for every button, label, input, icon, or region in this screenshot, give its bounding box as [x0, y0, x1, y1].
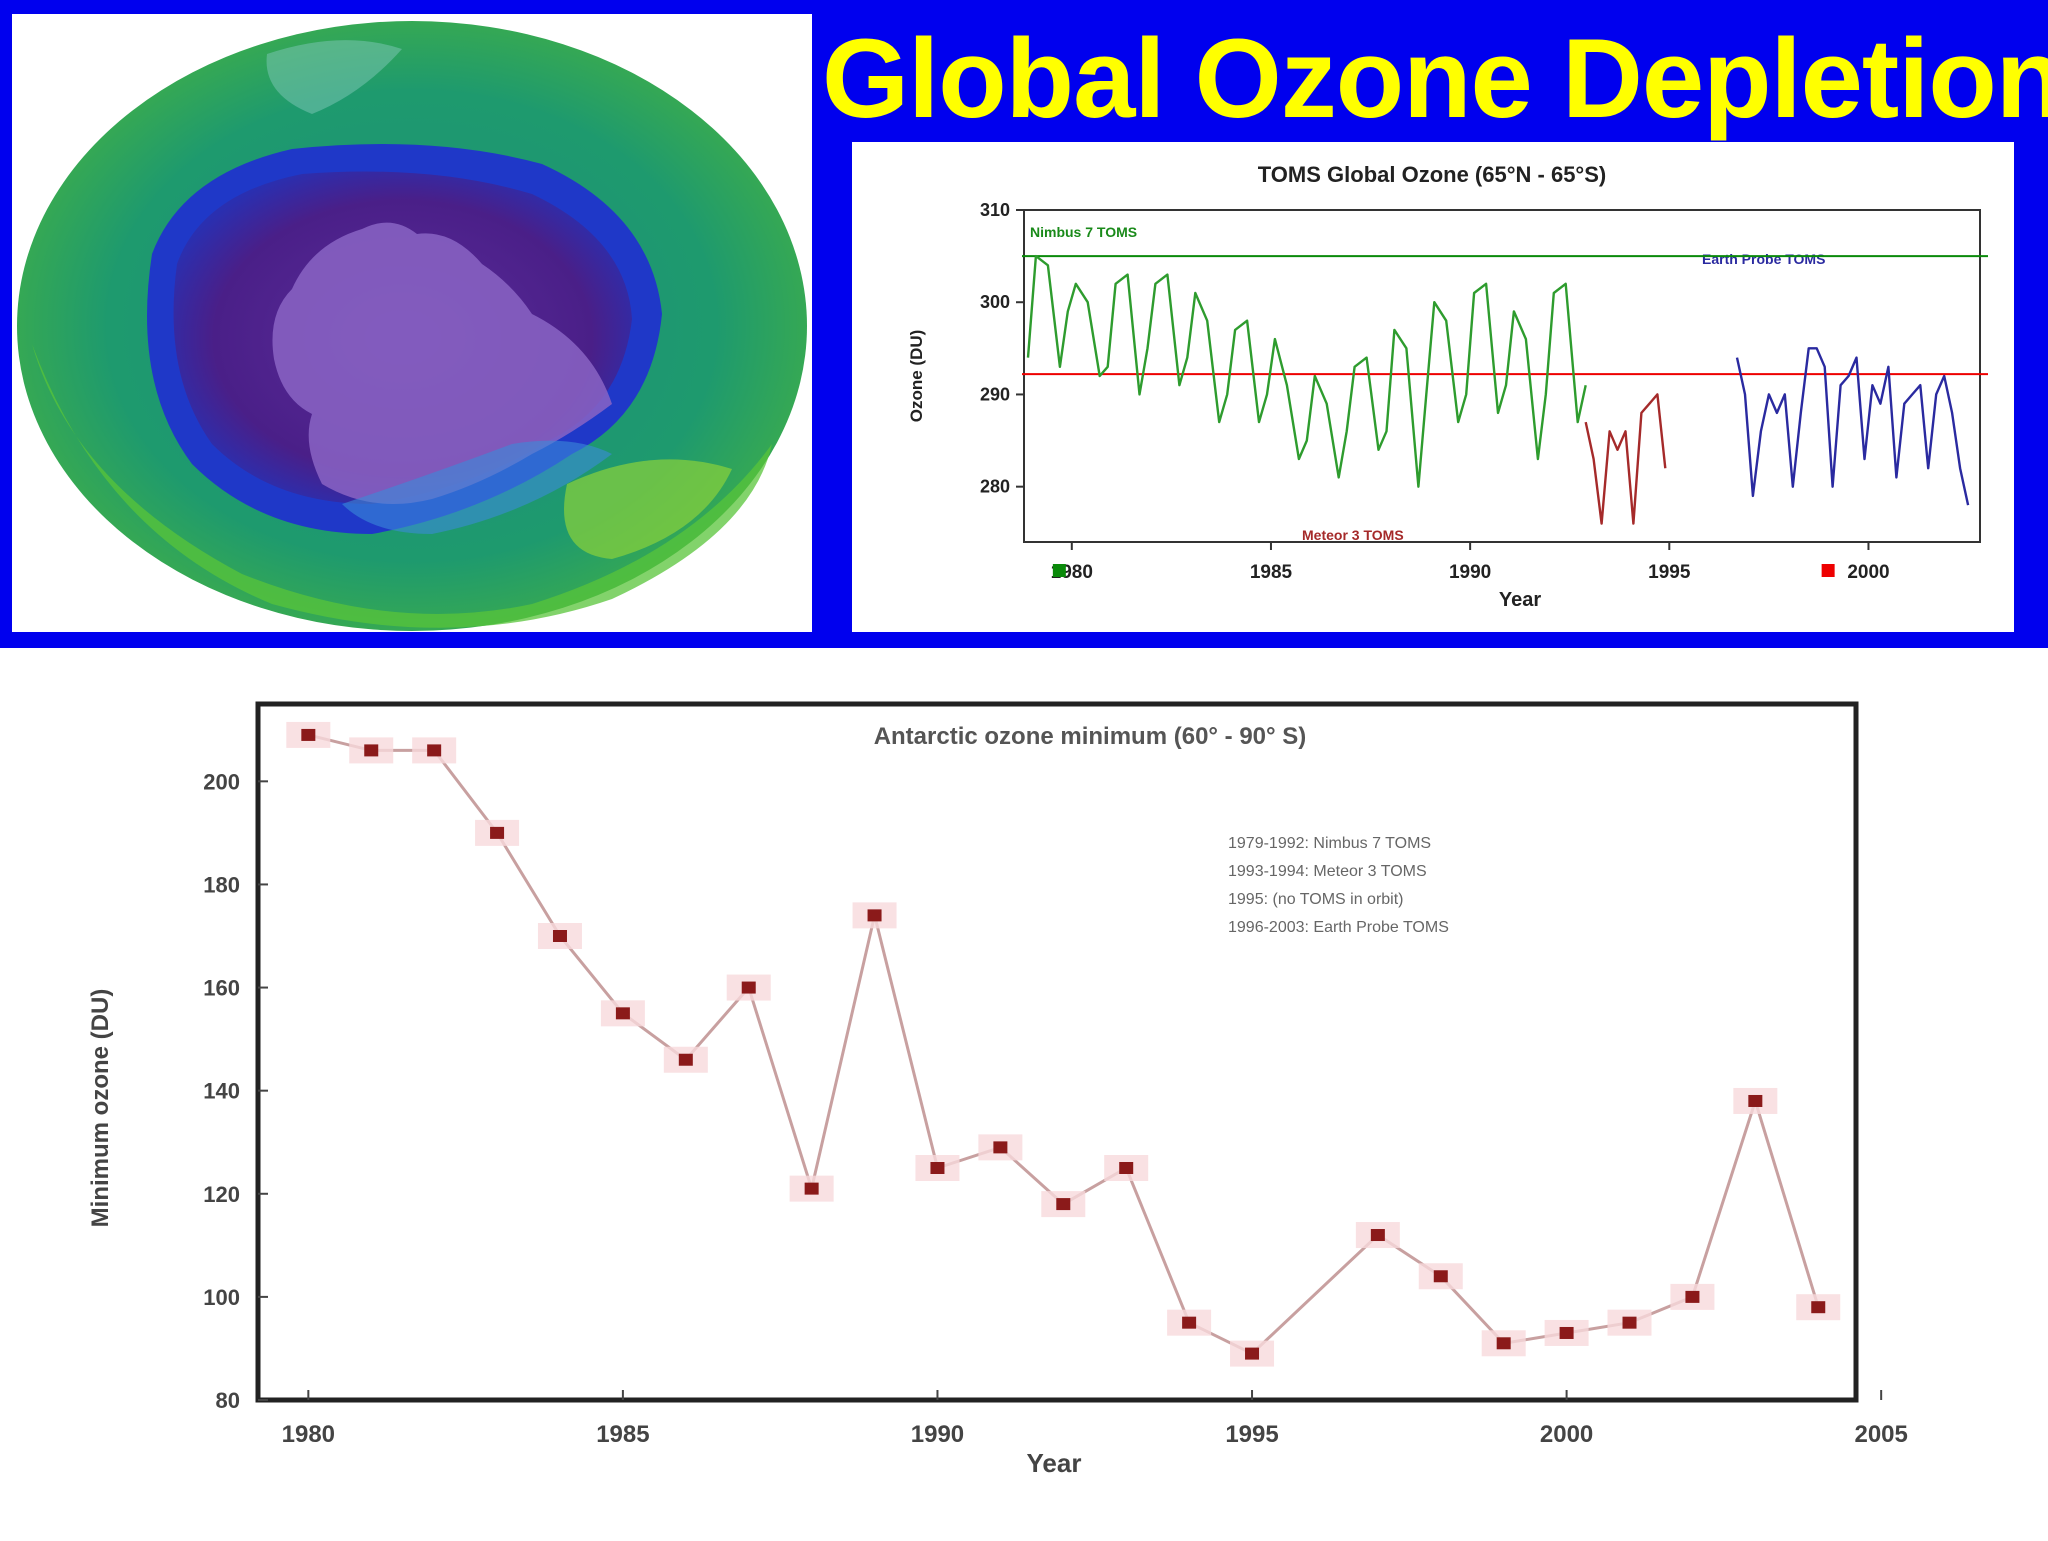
legend-entry: 1993-1994: Meteor 3 TOMS — [1228, 863, 1427, 880]
data-point — [427, 744, 442, 757]
x-tick-label: 1995 — [1225, 1421, 1278, 1448]
data-point — [615, 1007, 630, 1020]
y-tick-label: 200 — [203, 769, 240, 794]
x-tick-label: 1985 — [596, 1421, 649, 1448]
series-label-nimbus: Nimbus 7 TOMS — [1030, 224, 1137, 240]
x-tick-label: 1985 — [1250, 562, 1293, 583]
antarctic-ozone-minimum-chart: Antarctic ozone minimum (60° - 90° S) Mi… — [87, 701, 1908, 1478]
hole-boundary-blue — [342, 440, 612, 534]
x-tick-label: 1990 — [911, 1421, 964, 1448]
series-line — [1026, 254, 1587, 488]
data-point — [1559, 1326, 1574, 1339]
legend-entry: 1995: (no TOMS in orbit) — [1228, 891, 1404, 908]
x-tick-label: 1980 — [282, 1421, 335, 1448]
legend-entry: 1996-2003: Earth Probe TOMS — [1228, 919, 1449, 936]
data-point — [678, 1053, 693, 1066]
legend-entry: 1979-1992: Nimbus 7 TOMS — [1228, 835, 1431, 852]
globe-image-panel — [12, 14, 812, 632]
data-point — [364, 744, 379, 757]
toms-chart-panel: TOMS Global Ozone (65°N - 65°S) Ozone (D… — [852, 142, 2014, 632]
x-tick-label: 2005 — [1854, 1421, 1907, 1448]
data-point — [1685, 1290, 1700, 1303]
y-axis-label: Ozone (DU) — [907, 330, 926, 423]
legend-marker — [1052, 564, 1066, 577]
y-tick-label: 310 — [980, 200, 1010, 220]
y-tick-label: 120 — [203, 1182, 240, 1207]
toms-global-ozone-chart: TOMS Global Ozone (65°N - 65°S) Ozone (D… — [907, 162, 1988, 611]
high-ozone-patch — [564, 459, 732, 559]
chart-title: Antarctic ozone minimum (60° - 90° S) — [874, 723, 1307, 750]
data-point — [1119, 1162, 1134, 1174]
cloud-patch — [266, 40, 402, 114]
data-point — [1056, 1198, 1071, 1211]
antarctic-ozone-hole-globe-image — [17, 21, 807, 631]
x-tick-label: 2000 — [1847, 562, 1889, 583]
data-point — [1748, 1094, 1763, 1107]
y-tick-label: 300 — [980, 292, 1010, 312]
y-tick-label: 100 — [203, 1285, 240, 1310]
data-point — [741, 981, 756, 994]
data-point — [867, 909, 882, 922]
y-tick-label: 80 — [216, 1388, 240, 1413]
data-point — [1370, 1229, 1385, 1242]
data-point — [301, 728, 316, 741]
y-tick-label: 160 — [203, 976, 240, 1001]
series-line — [1584, 393, 1667, 525]
x-axis-label: Year — [1499, 589, 1541, 611]
data-point — [1622, 1316, 1637, 1329]
legend: 1979-1992: Nimbus 7 TOMS 1993-1994: Mete… — [1228, 835, 1449, 936]
series-label-meteor: Meteor 3 TOMS — [1302, 527, 1404, 543]
y-tick-label: 140 — [203, 1079, 240, 1104]
chart-title: TOMS Global Ozone (65°N - 65°S) — [1258, 162, 1606, 187]
x-tick-label: 1995 — [1648, 562, 1691, 583]
y-tick-label: 290 — [980, 384, 1010, 404]
y-axis-label: Minimum ozone (DU) — [87, 989, 114, 1228]
series-line — [1735, 347, 1970, 506]
antarctica-continent — [272, 222, 612, 505]
y-tick-label: 280 — [980, 477, 1010, 497]
data-point — [1182, 1316, 1197, 1329]
data-point — [1433, 1270, 1448, 1283]
legend-marker — [1821, 564, 1835, 577]
x-tick-label: 1990 — [1449, 562, 1491, 583]
data-point — [1811, 1301, 1826, 1314]
antarctic-chart-panel: Antarctic ozone minimum (60° - 90° S) Mi… — [0, 648, 2048, 1536]
data-point — [490, 826, 505, 839]
data-point — [552, 930, 567, 942]
data-point — [1496, 1337, 1511, 1350]
series-label-earth-probe: Earth Probe TOMS — [1702, 251, 1825, 267]
data-point — [1245, 1347, 1260, 1360]
y-tick-label: 180 — [203, 872, 240, 897]
slide-title: Global Ozone Depletion — [822, 16, 2048, 141]
data-point — [804, 1182, 819, 1195]
series-line — [307, 733, 1820, 1356]
data-point — [993, 1141, 1008, 1154]
plot-frame — [255, 701, 1859, 1403]
x-axis-label: Year — [1027, 1448, 1082, 1478]
x-tick-label: 2000 — [1540, 1421, 1593, 1448]
data-point — [930, 1162, 945, 1174]
plot-frame — [1023, 209, 1981, 543]
